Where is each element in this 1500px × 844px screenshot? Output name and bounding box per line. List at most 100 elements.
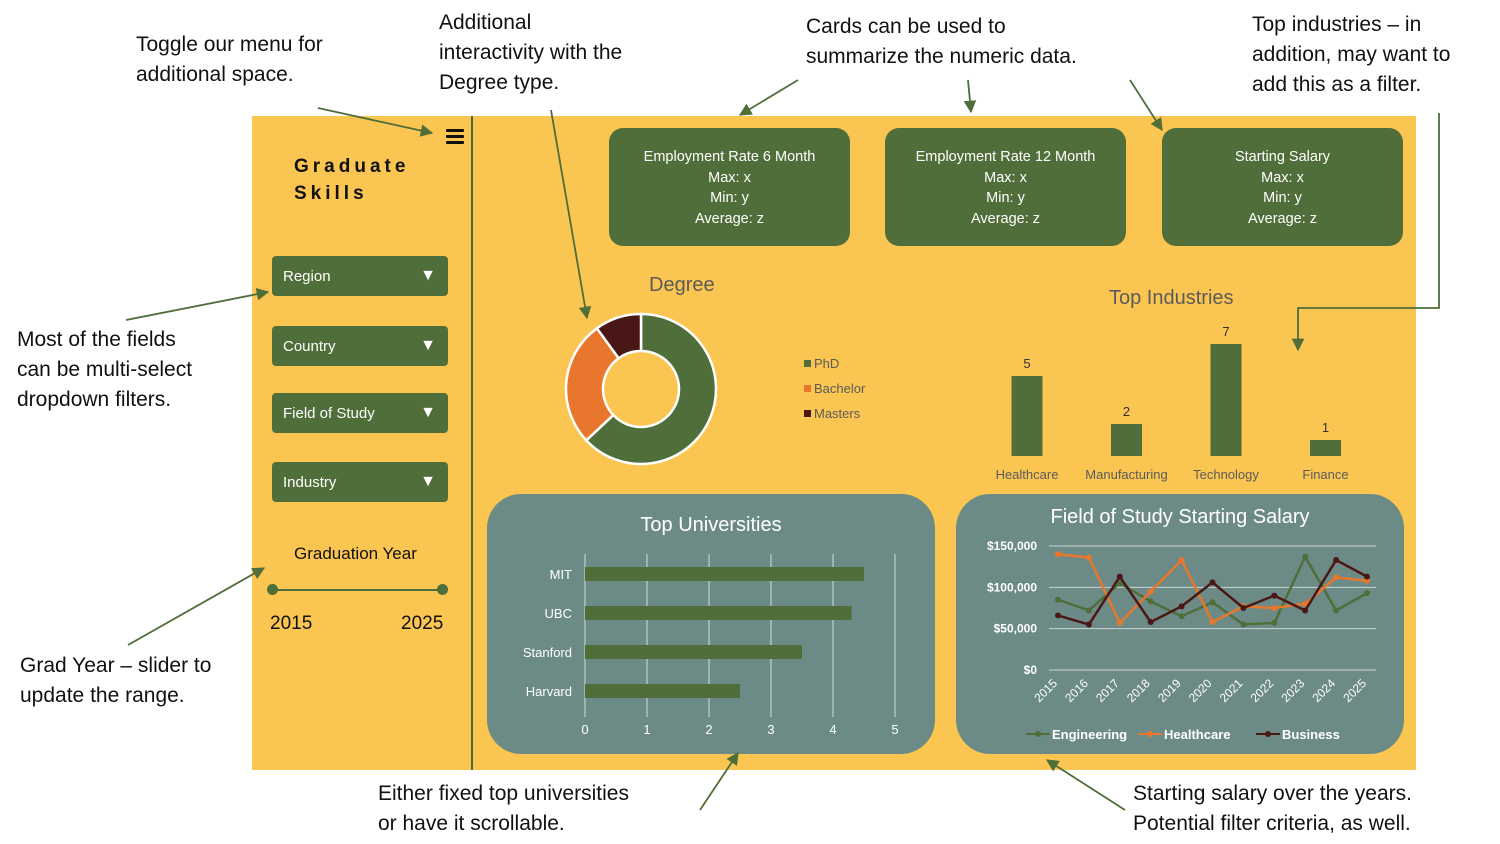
legend-swatch xyxy=(804,360,811,367)
industry-value-label: 7 xyxy=(1222,324,1229,339)
university-bar xyxy=(585,684,740,698)
industry-dropdown-label: Industry xyxy=(283,473,337,491)
x-tick-label: 3 xyxy=(767,722,774,737)
app-title: Graduate Skills xyxy=(294,153,409,207)
annotation-salary: Starting salary over the years. Potentia… xyxy=(1133,782,1412,835)
card-title: Starting Salary xyxy=(1234,149,1331,165)
series-point xyxy=(1333,607,1340,614)
graduation-year-slider-max-handle[interactable] xyxy=(437,584,448,595)
degree-donut-chart[interactable] xyxy=(552,306,752,466)
arrow-salary xyxy=(1045,759,1126,811)
annotation-cards: Cards can be used to summarize the numer… xyxy=(806,15,1077,68)
series-point xyxy=(1302,553,1309,560)
card-min: Min: y xyxy=(710,190,749,206)
legend-label: Business xyxy=(1282,727,1340,742)
industries-chart-title: Top Industries xyxy=(1109,287,1234,309)
card-max: Max: x xyxy=(1261,169,1304,186)
legend-swatch xyxy=(804,385,811,392)
industry-value-label: 2 xyxy=(1123,404,1130,419)
series-point xyxy=(1364,573,1370,580)
series-point xyxy=(1178,557,1185,564)
card-average: Average: z xyxy=(1247,210,1318,227)
donut-slice-bachelor xyxy=(564,326,621,443)
x-tick-label: 0 xyxy=(581,722,588,737)
legend-label: Bachelor xyxy=(814,381,866,396)
x-tick-label: 2 xyxy=(705,722,712,737)
card-employment-6-month: Employment Rate 6 Month Max: x Min: y Av… xyxy=(609,128,850,246)
graduation-year-slider-track[interactable] xyxy=(272,589,442,591)
card-min: Min: y xyxy=(986,190,1025,206)
series-point xyxy=(1364,590,1370,597)
legend-label: Engineering xyxy=(1052,727,1127,742)
annotation-industries: Top industries – in addition, may want t… xyxy=(1252,13,1451,96)
series-point xyxy=(1333,557,1340,564)
annotation-universities: Either fixed top universities or have it… xyxy=(378,782,629,835)
arrow-card-3 xyxy=(1129,79,1163,132)
card-title: Employment Rate 12 Month xyxy=(915,149,1096,165)
industry-category-label: Finance xyxy=(1302,467,1348,482)
series-point xyxy=(1147,598,1154,605)
annotation-degree: Additional interactivity with the Degree… xyxy=(439,11,623,94)
legend-swatch xyxy=(804,410,811,417)
legend-label: Masters xyxy=(814,406,861,421)
salary-panel: Field of Study Starting Salary $0 $50,000… xyxy=(956,494,1404,754)
series-point xyxy=(1302,600,1309,607)
card-max: Max: x xyxy=(708,169,751,186)
series-point xyxy=(1055,612,1061,619)
industry-value-label: 1 xyxy=(1322,420,1329,435)
card-max: Max: x xyxy=(984,169,1027,186)
series-point xyxy=(1116,573,1123,580)
series-point xyxy=(1147,588,1154,595)
graduation-year-min-label: 2015 xyxy=(270,613,313,634)
region-dropdown[interactable]: Region ▼ xyxy=(272,256,448,296)
sidebar-divider xyxy=(471,116,473,770)
series-point xyxy=(1209,599,1216,606)
annotation-filters: Most of the fields can be multi-select d… xyxy=(17,328,193,411)
university-bar xyxy=(585,606,852,620)
card-average: Average: z xyxy=(970,210,1041,227)
industries-bar-chart[interactable]: 5 Healthcare 2 Manufacturing 7 Technology 1 Fin… xyxy=(980,316,1360,486)
chevron-down-icon: ▼ xyxy=(420,267,436,284)
country-dropdown[interactable]: Country ▼ xyxy=(272,326,448,366)
series-point xyxy=(1271,605,1278,611)
universities-bar-chart[interactable]: 0 1 2 3 4 5 MIT UBC Stanford Harvard xyxy=(487,494,935,754)
salary-chart-title: Field of Study Starting Salary xyxy=(1050,506,1310,528)
legend-label: Healthcare xyxy=(1164,727,1230,742)
y-tick-label: $100,000 xyxy=(987,580,1037,594)
universities-chart-title: Top Universities xyxy=(640,514,782,536)
x-tick-label: 5 xyxy=(891,722,898,737)
hamburger-menu-icon[interactable] xyxy=(446,129,464,147)
donut-slice-masters xyxy=(595,312,643,361)
app-title-line1: Graduate xyxy=(294,156,410,177)
university-bar xyxy=(585,567,864,581)
card-employment-12-month: Employment Rate 12 Month Max: x Min: y A… xyxy=(885,128,1126,246)
series-point xyxy=(1085,607,1092,614)
country-dropdown-label: Country xyxy=(283,337,336,355)
graduation-year-slider-min-handle[interactable] xyxy=(267,584,278,595)
industry-dropdown[interactable]: Industry ▼ xyxy=(272,462,448,502)
series-point xyxy=(1364,577,1370,584)
chevron-down-icon: ▼ xyxy=(420,337,436,354)
x-tick-label: 1 xyxy=(643,722,650,737)
y-tick-label: $0 xyxy=(1024,663,1038,677)
card-starting-salary: Starting Salary Max: x Min: y Average: z xyxy=(1162,128,1403,246)
arrow-filters xyxy=(125,288,270,321)
degree-legend: PhD Bachelor Masters xyxy=(804,356,866,421)
industry-category-label: Technology xyxy=(1193,467,1259,482)
x-tick-label: 4 xyxy=(829,722,836,737)
donut-slice-phd xyxy=(584,312,718,466)
legend-marker xyxy=(1147,731,1153,737)
series-point xyxy=(1333,574,1340,581)
industry-bar xyxy=(1210,344,1242,456)
graduation-year-label: Graduation Year xyxy=(294,544,417,563)
series-point xyxy=(1302,607,1309,614)
series-point xyxy=(1085,554,1092,561)
field-of-study-dropdown[interactable]: Field of Study ▼ xyxy=(272,393,448,433)
arrow-card-1 xyxy=(738,79,799,116)
legend-label: PhD xyxy=(814,356,839,371)
legend-marker xyxy=(1265,731,1271,737)
chevron-down-icon: ▼ xyxy=(420,473,436,490)
arrow-slider xyxy=(127,567,266,646)
